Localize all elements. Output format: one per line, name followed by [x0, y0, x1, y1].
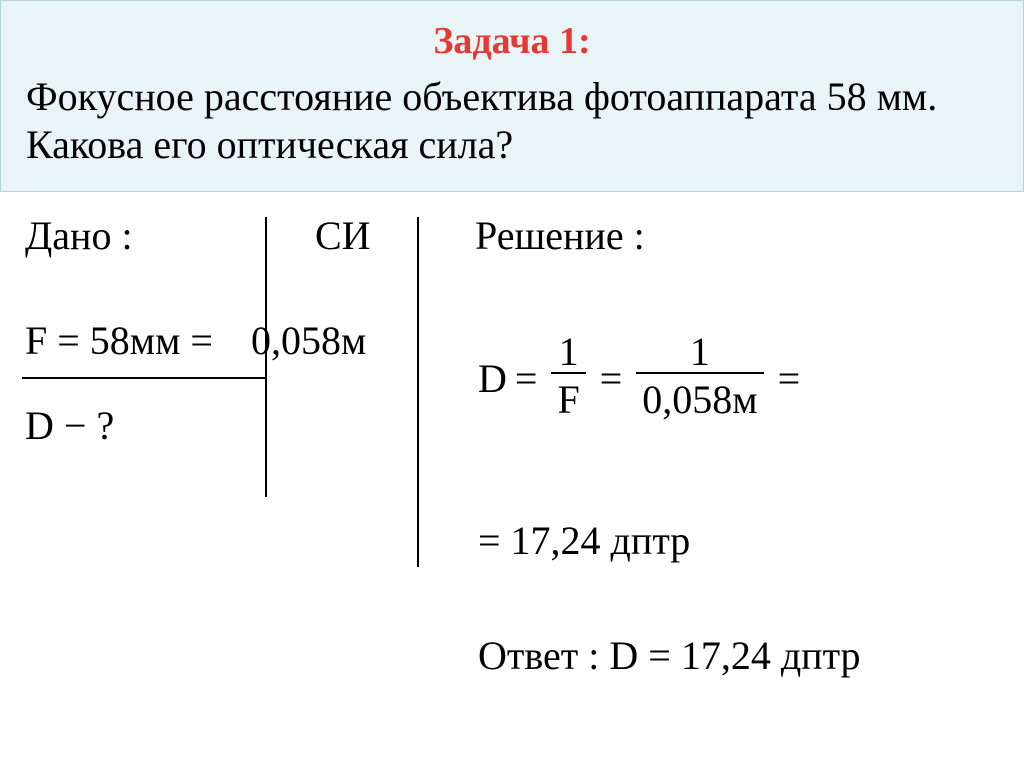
- answer-line: Ответ : D = 17,24 дптр: [478, 632, 861, 679]
- solution-label: Решение :: [475, 212, 645, 259]
- divider-line-2: [417, 217, 419, 567]
- focal-length-si: 0,058м: [251, 318, 366, 363]
- equals-1: =: [515, 355, 538, 402]
- formula-row: D = 1 F = 1 0,058м =: [478, 332, 808, 424]
- si-label: СИ: [315, 212, 371, 259]
- fraction-1-num: 1: [553, 332, 585, 372]
- problem-header: Задача 1: Фокусное расстояние объектива …: [0, 0, 1024, 192]
- solution-area: Дано : СИ F = 58мм = 0,058м D − ? Решени…: [0, 192, 1024, 732]
- fraction-1-den: F: [551, 372, 585, 424]
- divider-line-1: [265, 217, 267, 497]
- fraction-2: 1 0,058м: [636, 332, 763, 424]
- unknown-variable: D − ?: [25, 402, 114, 449]
- focal-length-row: F = 58мм = 0,058м: [25, 317, 366, 364]
- result-value: = 17,24 дптр: [478, 517, 690, 564]
- horizontal-line: [22, 377, 267, 379]
- equals-3: =: [778, 355, 801, 402]
- focal-length-value: F = 58мм =: [25, 318, 213, 363]
- problem-text: Фокусное расстояние объектива фотоаппара…: [26, 73, 998, 169]
- formula-d: D: [478, 355, 507, 402]
- given-label: Дано :: [25, 212, 133, 259]
- problem-title: Задача 1:: [26, 19, 998, 63]
- fraction-1: 1 F: [551, 332, 585, 424]
- fraction-2-den: 0,058м: [636, 372, 763, 424]
- fraction-2-num: 1: [684, 332, 716, 372]
- equals-2: =: [600, 355, 623, 402]
